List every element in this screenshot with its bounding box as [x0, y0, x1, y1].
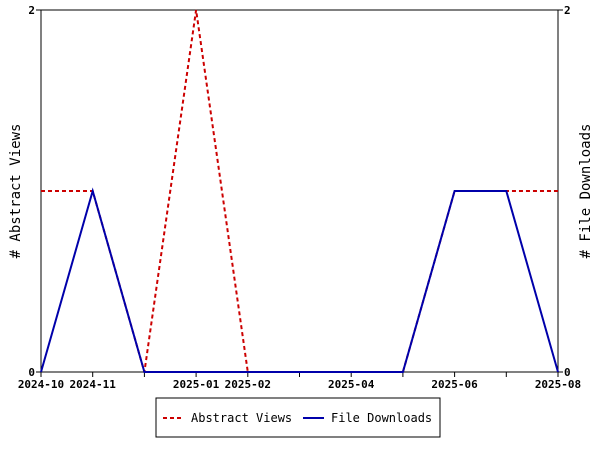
- legend-box: [155, 397, 441, 438]
- y-left-tick-label: 0: [28, 366, 35, 379]
- legend-label-file-downloads: File Downloads: [331, 411, 432, 425]
- x-tick-label: 2025-01: [173, 378, 220, 391]
- y-axis-right-title: # File Downloads: [578, 124, 594, 259]
- series-line-file-downloads: [40, 187, 559, 373]
- x-tick-label: 2024-11: [70, 378, 117, 391]
- x-tick-label: 2025-04: [328, 378, 375, 391]
- y-left-tick-label: 2: [28, 4, 35, 17]
- x-tick-label: 2025-08: [535, 378, 581, 391]
- series-group: [40, 9, 559, 373]
- legend-label-abstract-views: Abstract Views: [191, 411, 292, 425]
- legend: Abstract Views File Downloads: [155, 397, 441, 438]
- y-right-tick-label: 2: [564, 4, 571, 17]
- y-axis-left-title: # Abstract Views: [8, 124, 24, 259]
- x-tick-label: 2024-10: [18, 378, 64, 391]
- x-tick-label: 2025-02: [225, 378, 271, 391]
- tick-group: 2024-10 2024-11 2025-01 2025-02 2025-04 2025-…: [18, 4, 581, 391]
- x-tick-label: 2025-06: [431, 378, 478, 391]
- y-right-tick-label: 0: [564, 366, 571, 379]
